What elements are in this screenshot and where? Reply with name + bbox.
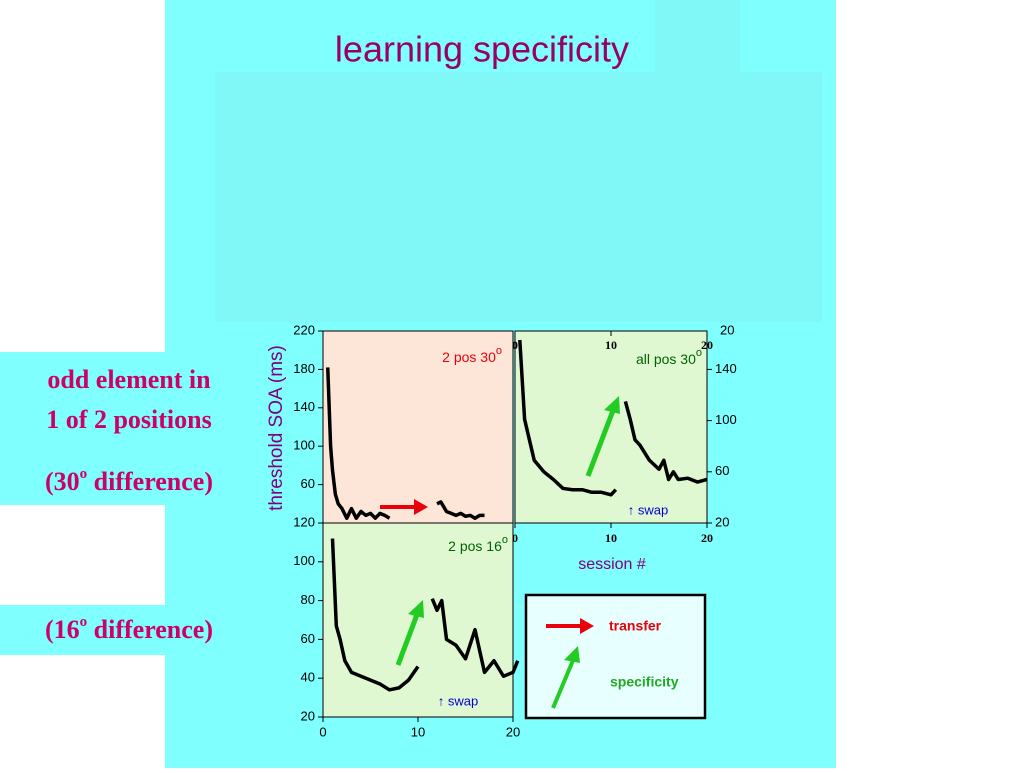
- slide-title: learning specificity: [335, 29, 629, 70]
- legend-arrow: [551, 657, 576, 709]
- arrow-head: [580, 618, 594, 634]
- legend-label: transfer: [609, 618, 662, 634]
- text: difference): [87, 467, 213, 496]
- text: difference): [87, 615, 213, 644]
- swap-note: ↑ swap: [438, 693, 478, 708]
- corner-label: 20: [720, 322, 734, 337]
- y-tick-label: 60: [715, 463, 729, 478]
- data-line: [518, 339, 708, 497]
- panel-patch: [655, 0, 740, 72]
- y-tick-label: 40: [301, 670, 315, 685]
- plot-area: [514, 330, 708, 524]
- y-tick-label: 180: [293, 361, 315, 376]
- note-line: odd element in: [47, 365, 211, 394]
- x-tick-label: 0: [512, 338, 518, 352]
- legend-box: [524, 593, 707, 720]
- swap-note: ↑ swap: [628, 502, 668, 517]
- text: 2 pos 16: [448, 538, 502, 554]
- annotation: all pos 30o: [636, 347, 702, 367]
- annotation: 2 pos 30o: [442, 345, 502, 365]
- y-tick-label: 140: [715, 361, 737, 376]
- note-line: 1 of 2 positions: [46, 405, 211, 434]
- y-tick-label: 120: [293, 514, 315, 529]
- data-line: [330, 538, 520, 692]
- note-diff: (30o difference): [45, 466, 213, 496]
- arrow-head: [564, 646, 580, 663]
- x-tick-label: 0: [319, 724, 326, 739]
- x-tick-label: 0: [512, 531, 518, 545]
- plot-area: [322, 522, 514, 718]
- plot-area: [322, 330, 514, 524]
- y-tick-label: 140: [293, 399, 315, 414]
- text: o: [80, 466, 88, 482]
- text: o: [80, 614, 88, 630]
- x-tick-label: 10: [605, 338, 617, 352]
- y-axis-label: threshold SOA (ms): [266, 345, 287, 511]
- text: 2 pos 30: [442, 349, 496, 365]
- y-tick-label: 60: [301, 631, 315, 646]
- x-tick-label: 20: [701, 338, 713, 352]
- x-tick-label: 20: [506, 724, 520, 739]
- legend-label: specificity: [610, 674, 679, 690]
- arrow-head: [414, 499, 428, 515]
- arrow-head: [604, 396, 620, 414]
- note-diff: (16o difference): [45, 614, 213, 644]
- note-box: [0, 605, 258, 655]
- overlay-box: [215, 72, 822, 322]
- text: all pos 30: [636, 351, 696, 367]
- arrow-head: [408, 600, 424, 618]
- data-line: [326, 367, 485, 520]
- y-tick-label: 80: [301, 592, 315, 607]
- text: o: [496, 345, 502, 357]
- y-tick-label: 220: [293, 322, 315, 337]
- specificity-arrow: [585, 407, 617, 477]
- text: o: [696, 347, 702, 359]
- note-box: [0, 352, 258, 505]
- text: o: [502, 534, 508, 546]
- y-tick-label: 100: [293, 438, 315, 453]
- y-tick-label: 100: [715, 412, 737, 427]
- x-tick-label: 20: [701, 531, 713, 545]
- specificity-arrow: [395, 611, 421, 666]
- x-tick-label: 10: [411, 724, 425, 739]
- text: (16: [45, 615, 80, 644]
- x-axis-label: session #: [578, 556, 646, 573]
- y-tick-label: 20: [301, 708, 315, 723]
- annotation: 2 pos 16o: [448, 534, 508, 554]
- x-tick-label: 10: [605, 531, 617, 545]
- y-tick-label: 100: [293, 553, 315, 568]
- y-tick-label: 60: [301, 476, 315, 491]
- text: (30: [45, 467, 80, 496]
- y-tick-label: 20: [715, 514, 729, 529]
